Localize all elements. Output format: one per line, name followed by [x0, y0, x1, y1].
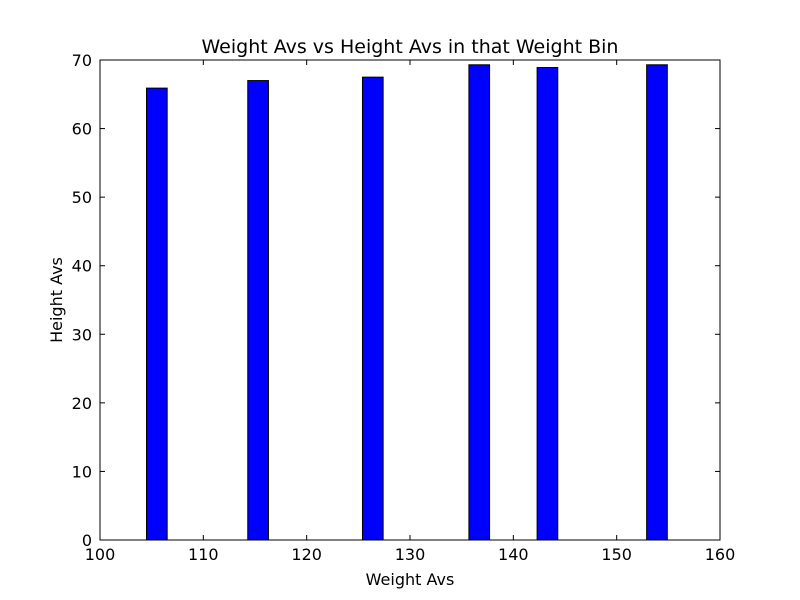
bar-3: [361, 76, 384, 541]
bar-5: [536, 67, 559, 541]
y-tick-label: 70: [72, 51, 92, 70]
bar-4: [468, 64, 491, 541]
x-tick-label: 140: [498, 545, 529, 564]
y-tick-label: 50: [72, 188, 92, 207]
chart-title: Weight Avs vs Height Avs in that Weight …: [202, 36, 619, 58]
y-tick-label: 30: [72, 325, 92, 344]
bar-2: [247, 80, 269, 541]
bars-group: [146, 64, 668, 541]
y-axis: 0 10 20 30 40 50 60 70: [72, 51, 720, 550]
y-tick-label: 20: [72, 394, 92, 413]
x-tick-label: 110: [188, 545, 219, 564]
y-tick-label: 60: [72, 120, 92, 139]
bar-6: [646, 64, 668, 541]
x-tick-label: 150: [601, 545, 632, 564]
y-axis-label: Height Avs: [47, 257, 66, 343]
x-axis-label: Weight Avs: [366, 570, 455, 589]
x-axis: 100 110 120 130 140 150 160: [85, 60, 736, 564]
bar-1: [146, 87, 168, 541]
x-tick-label: 130: [395, 545, 426, 564]
x-tick-label: 160: [705, 545, 736, 564]
plot-frame: [99, 59, 721, 541]
x-tick-label: 120: [291, 545, 322, 564]
y-tick-label: 40: [72, 257, 92, 276]
y-tick-label: 10: [72, 462, 92, 481]
x-tick-label: 100: [85, 545, 116, 564]
y-tick-label: 0: [82, 531, 92, 550]
